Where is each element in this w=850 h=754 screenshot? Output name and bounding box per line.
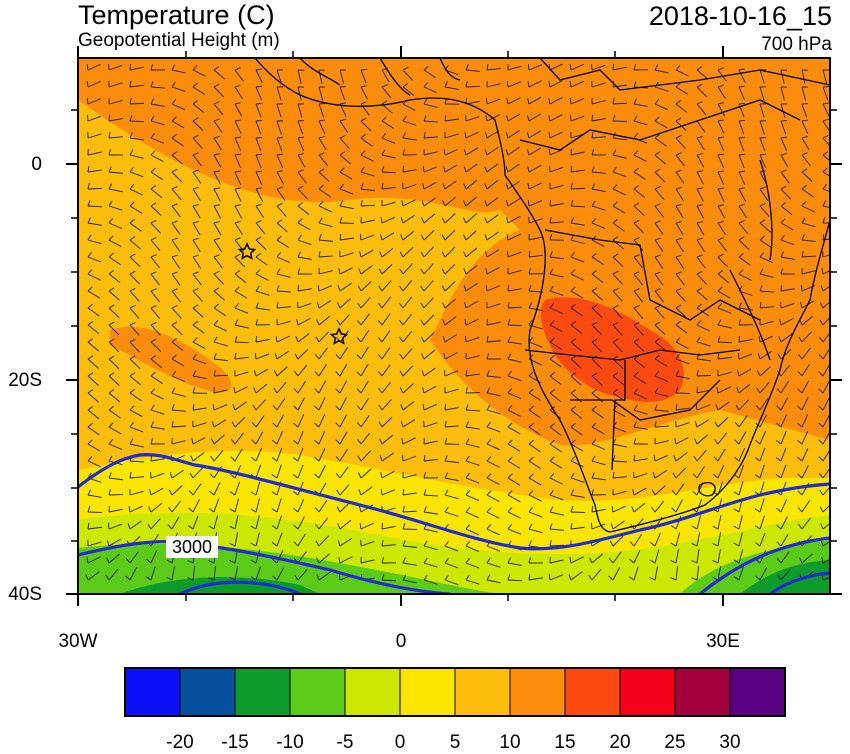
wind-barb-shaft: [571, 188, 585, 189]
wind-barb-feather: [486, 98, 487, 104]
contour-label: 3000: [172, 537, 212, 557]
wind-barb-feather: [256, 137, 262, 138]
colorbar: [125, 668, 785, 716]
wind-barb-feather: [781, 285, 782, 291]
wind-barb-feather: [256, 103, 262, 104]
lon-label-0: 0: [371, 631, 431, 653]
wind-barb-shaft: [697, 375, 711, 376]
colorbar-swatch: [345, 668, 400, 716]
wind-barb-feather: [403, 166, 404, 172]
colorbar-label: 10: [485, 732, 535, 754]
wind-barb-feather: [402, 455, 403, 461]
colorbar-label: -5: [320, 732, 370, 754]
wind-barb-feather: [361, 69, 367, 70]
wind-barb-feather: [255, 353, 256, 359]
colorbar-swatch: [400, 668, 455, 716]
colorbar-label: -20: [155, 732, 205, 754]
lon-label-30e: 30E: [693, 631, 753, 653]
colorbar-swatch: [675, 668, 730, 716]
wind-barb-shaft: [508, 325, 522, 326]
colorbar-swatch: [565, 668, 620, 716]
colorbar-label: 25: [650, 732, 700, 754]
wind-barb-shaft: [130, 121, 144, 122]
wind-barb-feather: [507, 81, 508, 87]
wind-barb-feather: [550, 200, 551, 206]
colorbar-label: 30: [705, 732, 755, 754]
wind-barb-feather: [738, 353, 739, 359]
lat-label-40s: 40S: [0, 584, 42, 606]
colorbar-label: -15: [210, 732, 260, 754]
colorbar-label: 15: [540, 732, 590, 754]
wind-barb-feather: [592, 115, 593, 121]
wind-barb-feather: [634, 455, 635, 461]
wind-barb-feather: [739, 137, 745, 138]
colorbar-swatch: [125, 668, 180, 716]
lon-label-30w: 30W: [48, 631, 108, 653]
temperature-field: [78, 58, 837, 594]
colorbar-label: 5: [430, 732, 480, 754]
colorbar-label: 0: [375, 732, 425, 754]
colorbar-swatch: [290, 668, 345, 716]
wind-barb-feather: [108, 523, 109, 529]
colorbar-label: 20: [595, 732, 645, 754]
wind-barb-feather: [445, 404, 446, 410]
wind-barb-feather: [360, 234, 361, 240]
colorbar-swatch: [180, 668, 235, 716]
wind-barb-feather: [423, 166, 424, 172]
lat-label-20s: 20S: [0, 370, 42, 392]
colorbar-swatch: [620, 668, 675, 716]
colorbar-swatch: [455, 668, 510, 716]
wind-barb-feather: [277, 137, 283, 138]
wind-barb-feather: [298, 285, 299, 291]
colorbar-swatch: [510, 668, 565, 716]
wind-barb-feather: [109, 115, 110, 121]
wind-barb-feather: [339, 574, 340, 580]
wind-barb-feather: [739, 103, 745, 104]
colorbar-swatch: [730, 668, 785, 716]
lat-label-0: 0: [0, 154, 42, 176]
wind-barb-feather: [591, 523, 592, 529]
colorbar-label: -10: [265, 732, 315, 754]
wind-barb-shaft: [88, 188, 102, 189]
colorbar-swatch: [235, 668, 290, 716]
